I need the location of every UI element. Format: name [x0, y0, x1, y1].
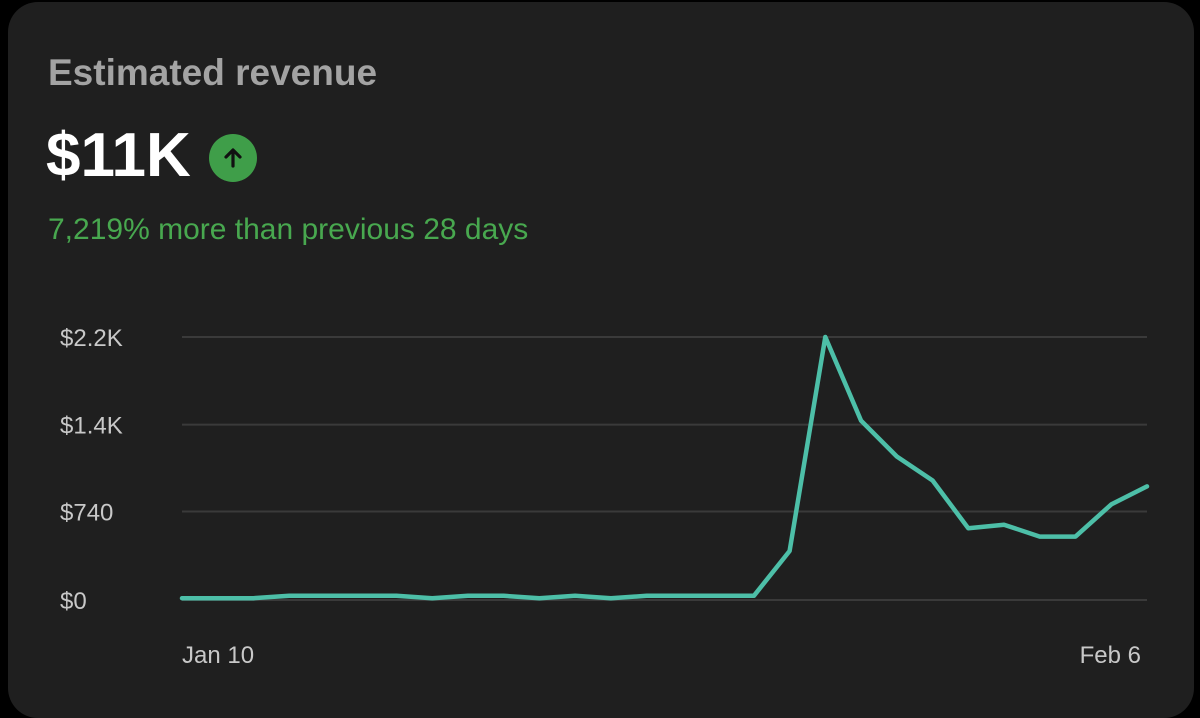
metric-row: $11K [46, 120, 257, 192]
change-text: 7,219% more than previous 28 days [48, 213, 529, 246]
arrow-up-circle-icon [208, 134, 257, 182]
revenue-value: $11K [46, 121, 191, 190]
y-tick-label: $1.4K [60, 413, 123, 440]
card-title: Estimated revenue [48, 52, 378, 93]
x-tick-label: Jan 10 [182, 642, 254, 669]
revenue-series-line [179, 334, 1150, 601]
y-tick-label: $740 [60, 500, 113, 527]
y-tick-label: $2.2K [60, 325, 123, 352]
x-tick-label: Feb 6 [1080, 642, 1141, 669]
y-tick-label: $0 [60, 588, 87, 615]
